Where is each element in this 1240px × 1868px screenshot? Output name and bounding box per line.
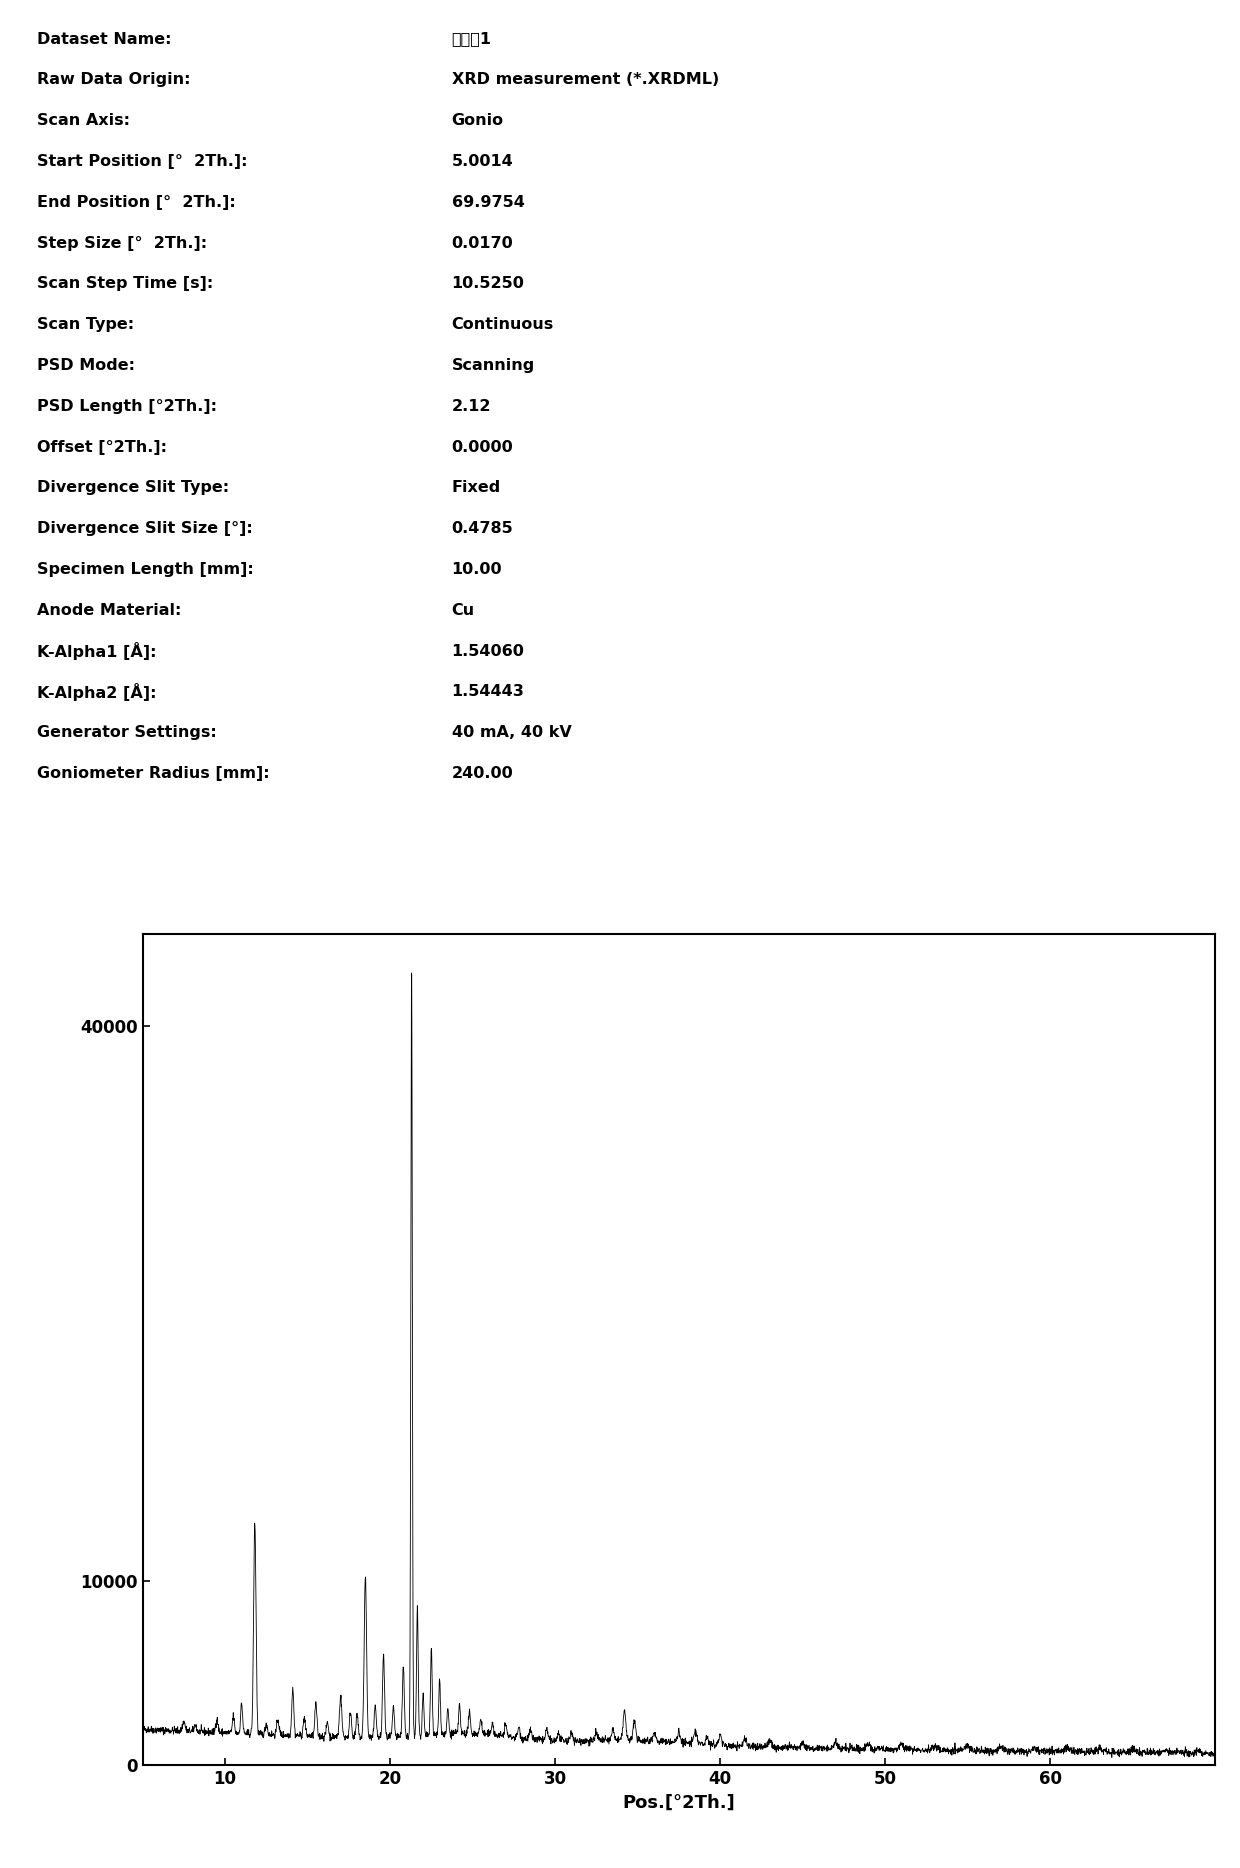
Text: Goniometer Radius [mm]:: Goniometer Radius [mm]: bbox=[37, 766, 269, 781]
Text: Generator Settings:: Generator Settings: bbox=[37, 725, 217, 740]
Text: Start Position [°  2Th.]:: Start Position [° 2Th.]: bbox=[37, 153, 247, 168]
Text: 0.0000: 0.0000 bbox=[451, 439, 513, 454]
Text: 1.54443: 1.54443 bbox=[451, 684, 525, 699]
Text: 1.54060: 1.54060 bbox=[451, 644, 525, 659]
X-axis label: Pos.[°2Th.]: Pos.[°2Th.] bbox=[622, 1793, 735, 1812]
Text: K-Alpha2 [Å]:: K-Alpha2 [Å]: bbox=[37, 684, 156, 700]
Text: Scan Step Time [s]:: Scan Step Time [s]: bbox=[37, 276, 213, 291]
Text: Step Size [°  2Th.]:: Step Size [° 2Th.]: bbox=[37, 235, 207, 250]
Text: 10.5250: 10.5250 bbox=[451, 276, 525, 291]
Text: Cu: Cu bbox=[451, 603, 475, 618]
Text: End Position [°  2Th.]:: End Position [° 2Th.]: bbox=[37, 194, 236, 209]
Text: Anode Material:: Anode Material: bbox=[37, 603, 181, 618]
Text: Scanning: Scanning bbox=[451, 359, 534, 374]
Text: K-Alpha1 [Å]:: K-Alpha1 [Å]: bbox=[37, 643, 156, 659]
Text: PSD Mode:: PSD Mode: bbox=[37, 359, 135, 374]
Text: Divergence Slit Size [°]:: Divergence Slit Size [°]: bbox=[37, 521, 253, 536]
Text: Dataset Name:: Dataset Name: bbox=[37, 32, 171, 47]
Text: Divergence Slit Type:: Divergence Slit Type: bbox=[37, 480, 228, 495]
Text: Scan Axis:: Scan Axis: bbox=[37, 114, 130, 129]
Text: Continuous: Continuous bbox=[451, 318, 554, 333]
Text: 5.0014: 5.0014 bbox=[451, 153, 513, 168]
Text: Raw Data Origin:: Raw Data Origin: bbox=[37, 73, 190, 88]
Text: Offset [°2Th.]:: Offset [°2Th.]: bbox=[37, 439, 166, 454]
Text: 0.4785: 0.4785 bbox=[451, 521, 513, 536]
Text: 实施例1: 实施例1 bbox=[451, 32, 491, 47]
Text: 240.00: 240.00 bbox=[451, 766, 513, 781]
Text: Gonio: Gonio bbox=[451, 114, 503, 129]
Text: Fixed: Fixed bbox=[451, 480, 501, 495]
Text: Scan Type:: Scan Type: bbox=[37, 318, 134, 333]
Text: 10.00: 10.00 bbox=[451, 562, 502, 577]
Text: XRD measurement (*.XRDML): XRD measurement (*.XRDML) bbox=[451, 73, 719, 88]
Text: PSD Length [°2Th.]:: PSD Length [°2Th.]: bbox=[37, 398, 217, 415]
Text: 69.9754: 69.9754 bbox=[451, 194, 525, 209]
Text: 2.12: 2.12 bbox=[451, 398, 491, 415]
Text: 0.0170: 0.0170 bbox=[451, 235, 513, 250]
Text: Specimen Length [mm]:: Specimen Length [mm]: bbox=[37, 562, 253, 577]
Text: 40 mA, 40 kV: 40 mA, 40 kV bbox=[451, 725, 572, 740]
